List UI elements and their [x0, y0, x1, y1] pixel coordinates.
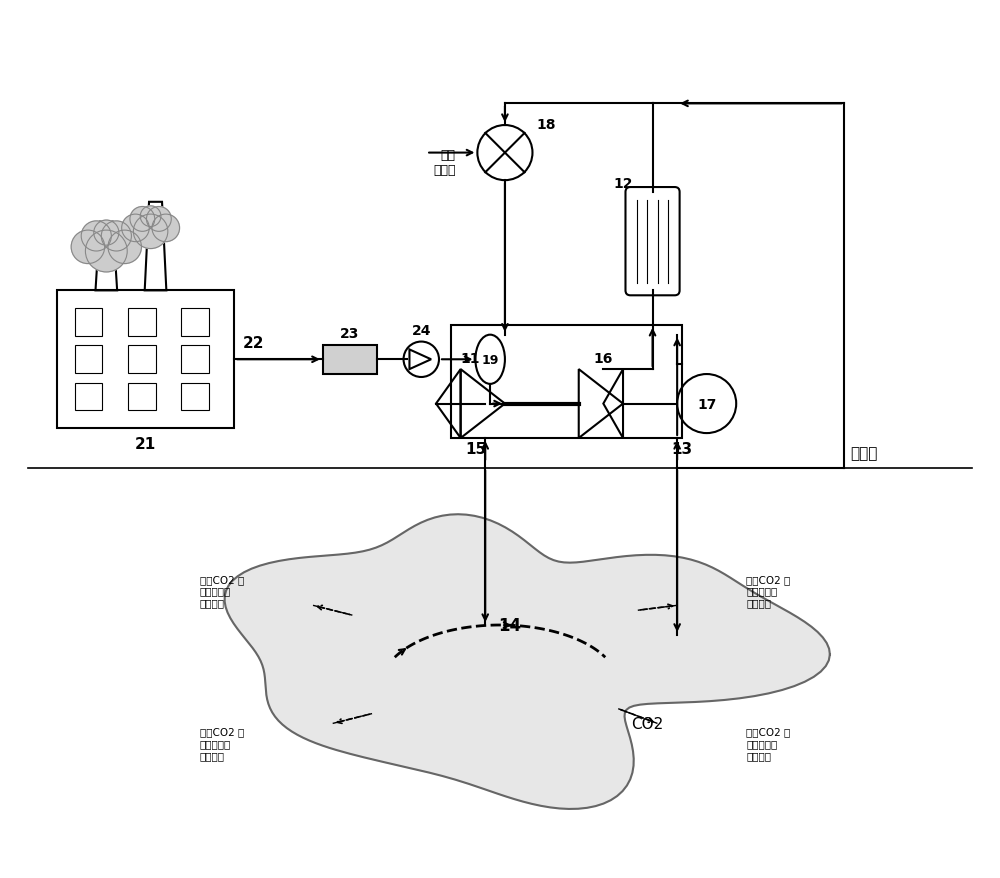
- Text: 循环
冷却水: 循环 冷却水: [433, 149, 456, 177]
- Text: 19: 19: [481, 353, 499, 366]
- Text: 部分CO2 泄
出压裂带，
进入地下: 部分CO2 泄 出压裂带， 进入地下: [746, 574, 790, 608]
- Bar: [181, 346, 209, 374]
- Text: 15: 15: [465, 442, 486, 457]
- Circle shape: [133, 215, 168, 249]
- Text: 14: 14: [498, 616, 521, 634]
- Circle shape: [140, 206, 161, 227]
- Text: CO2: CO2: [632, 716, 664, 731]
- Text: 17: 17: [697, 397, 716, 411]
- Text: 24: 24: [412, 323, 431, 337]
- Polygon shape: [409, 350, 431, 370]
- Text: 12: 12: [613, 176, 633, 191]
- Bar: [323, 345, 377, 375]
- Bar: [128, 346, 156, 374]
- Text: 部分CO2 泄
出压裂带，
进入地下: 部分CO2 泄 出压裂带， 进入地下: [200, 574, 244, 608]
- Text: 地平线: 地平线: [850, 445, 878, 460]
- Bar: [181, 384, 209, 411]
- Circle shape: [94, 220, 119, 246]
- Text: 23: 23: [340, 327, 360, 341]
- Text: 11: 11: [461, 352, 480, 366]
- Circle shape: [146, 207, 171, 232]
- Circle shape: [71, 231, 105, 264]
- Bar: [451, 326, 682, 438]
- Text: 部分CO2 泄
出压裂带，
进入地下: 部分CO2 泄 出压裂带， 进入地下: [746, 727, 790, 759]
- Circle shape: [101, 221, 131, 252]
- Circle shape: [122, 215, 149, 242]
- Text: 13: 13: [672, 442, 693, 457]
- Bar: [75, 346, 102, 374]
- Circle shape: [108, 231, 141, 264]
- Text: 22: 22: [243, 336, 265, 351]
- Polygon shape: [225, 515, 830, 809]
- Text: 21: 21: [135, 436, 156, 451]
- Bar: [75, 309, 102, 336]
- Circle shape: [130, 207, 155, 232]
- Bar: [128, 384, 156, 411]
- Text: 16: 16: [594, 352, 613, 366]
- Circle shape: [81, 221, 111, 252]
- Bar: [128, 309, 156, 336]
- Circle shape: [152, 215, 180, 242]
- Text: 18: 18: [536, 118, 556, 132]
- Text: 部分CO2 泄
出压裂带，
进入地下: 部分CO2 泄 出压裂带， 进入地下: [200, 727, 244, 759]
- Bar: [75, 384, 102, 411]
- Bar: [57, 291, 234, 428]
- Bar: [181, 309, 209, 336]
- Circle shape: [85, 231, 127, 272]
